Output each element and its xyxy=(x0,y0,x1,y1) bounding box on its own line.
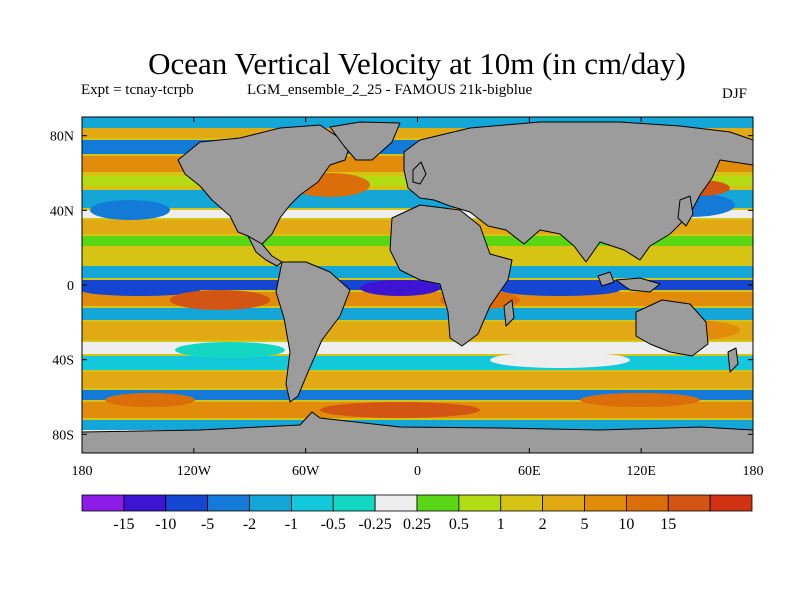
uk xyxy=(412,161,427,185)
north-america xyxy=(177,124,351,247)
colorbar-label: 2 xyxy=(539,516,547,533)
land-masses xyxy=(82,121,753,453)
y-tick-label: 40S xyxy=(52,354,74,369)
japan xyxy=(677,195,694,227)
colorbar-label: -0.5 xyxy=(321,516,346,533)
south-america xyxy=(275,261,351,403)
greenland xyxy=(329,121,401,161)
antarctica xyxy=(82,411,753,453)
colorbar-label: -1 xyxy=(285,516,298,533)
indonesia-islands xyxy=(597,271,615,287)
colorbar-label: -2 xyxy=(243,516,256,533)
colorbar-label: -15 xyxy=(113,516,134,533)
y-axis: 80N 40N 0 40S 80S xyxy=(50,130,753,443)
y-tick-label: 40N xyxy=(50,204,74,219)
colorbar-label: 0.25 xyxy=(403,516,431,533)
season-label: DJF xyxy=(722,86,748,102)
map-area xyxy=(82,117,753,453)
colorbar-swatch xyxy=(165,494,209,512)
colorbar-swatch xyxy=(249,494,292,512)
x-tick-label: 120E xyxy=(626,464,656,479)
colorbar-swatch xyxy=(500,494,544,512)
x-tick-label: 180 xyxy=(743,464,764,479)
x-tick-label: 0 xyxy=(414,464,421,479)
colorbar-swatch xyxy=(625,494,669,512)
colorbar-swatch xyxy=(542,494,585,512)
colorbar xyxy=(81,494,753,512)
madagascar xyxy=(503,299,515,327)
colorbar-swatch xyxy=(207,494,250,512)
colorbar-label: 10 xyxy=(618,516,634,533)
colorbar-swatch xyxy=(374,494,418,512)
australia xyxy=(635,299,709,357)
colorbar-swatch xyxy=(123,494,167,512)
x-tick-label: 120W xyxy=(177,464,212,479)
colorbar-label: -10 xyxy=(155,516,176,533)
colorbar-labels: -15 -10 -5 -2 -1 -0.5 -0.25 0.25 0.5 1 2 5 10 15 xyxy=(113,516,676,533)
colorbar-swatch xyxy=(584,494,627,512)
colorbar-label: 15 xyxy=(660,516,676,533)
central-america xyxy=(247,235,283,267)
colorbar-swatch xyxy=(458,494,502,512)
colorbar-label: 0.5 xyxy=(449,516,469,533)
y-tick-label: 0 xyxy=(67,279,74,294)
y-tick-label: 80N xyxy=(50,130,74,145)
x-tick-label: 60W xyxy=(292,464,320,479)
x-axis: 180 120W 60W 0 60E 120E 180 xyxy=(72,117,764,479)
experiment-label: Expt = tcnay-tcrpb xyxy=(81,82,194,98)
maritime-continent xyxy=(615,277,661,293)
colorbar-label: 5 xyxy=(581,516,589,533)
africa xyxy=(389,204,513,347)
plot-title: Ocean Vertical Velocity at 10m (in cm/da… xyxy=(148,46,686,81)
run-label: LGM_ensemble_2_25 - FAMOUS 21k-bigblue xyxy=(247,82,533,98)
x-tick-label: 60E xyxy=(518,464,541,479)
colorbar-label: 1 xyxy=(497,516,505,533)
colorbar-label: -0.25 xyxy=(358,516,391,533)
colorbar-swatch xyxy=(416,494,460,512)
colorbar-swatch xyxy=(290,494,334,512)
colorbar-swatch xyxy=(332,494,376,512)
colorbar-label: -5 xyxy=(201,516,214,533)
y-tick-label: 80S xyxy=(52,428,74,443)
eurasia xyxy=(403,121,753,263)
new-zealand xyxy=(727,347,739,373)
colorbar-swatch xyxy=(667,494,711,512)
x-tick-label: 180 xyxy=(72,464,93,479)
colorbar-swatch xyxy=(709,494,753,512)
colorbar-swatch xyxy=(81,494,125,512)
